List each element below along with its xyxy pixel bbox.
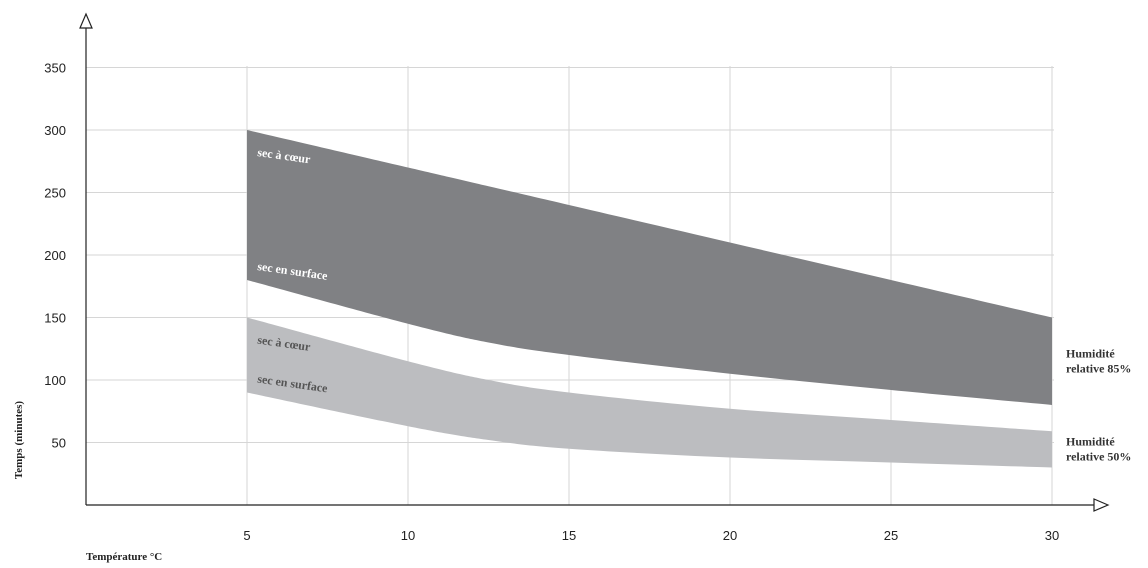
ticks-layer: 50 100 150 200 250 300 350 5 10 15 20 25 30 — [44, 61, 1059, 544]
x-axis-arrow-icon — [1093, 498, 1110, 512]
y-axis-title: Temps (minutes) — [13, 401, 25, 479]
band-1-name-line-0: Humidité — [1066, 434, 1115, 448]
x-tick-label-1: 10 — [401, 528, 415, 543]
y-tick-label-5: 300 — [44, 123, 66, 138]
band-0-name-line-0: Humidité — [1066, 346, 1115, 360]
x-tick-label-3: 20 — [723, 528, 737, 543]
y-tick-label-1: 100 — [44, 373, 66, 388]
y-tick-label-2: 150 — [44, 311, 66, 326]
axes-layer — [79, 12, 1110, 512]
y-tick-label-4: 250 — [44, 186, 66, 201]
x-tick-label-5: 30 — [1045, 528, 1059, 543]
band-1-name-line-1: relative 50% — [1066, 449, 1131, 463]
x-tick-label-4: 25 — [884, 528, 898, 543]
band-0 — [247, 130, 1052, 405]
y-tick-label-3: 200 — [44, 248, 66, 263]
y-axis-arrow-icon — [79, 12, 93, 29]
y-tick-label-6: 350 — [44, 61, 66, 76]
x-axis-title: Température °C — [86, 551, 162, 563]
band-1-name: Humidité relative 50% — [1066, 434, 1131, 463]
band-1 — [247, 317, 1052, 468]
band-0-name-line-1: relative 85% — [1066, 361, 1131, 375]
band-0-name: Humidité relative 85% — [1066, 346, 1131, 375]
x-tick-label-2: 15 — [562, 528, 576, 543]
x-tick-label-0: 5 — [243, 528, 250, 543]
bands-layer — [247, 130, 1052, 468]
y-tick-label-0: 50 — [52, 436, 66, 451]
